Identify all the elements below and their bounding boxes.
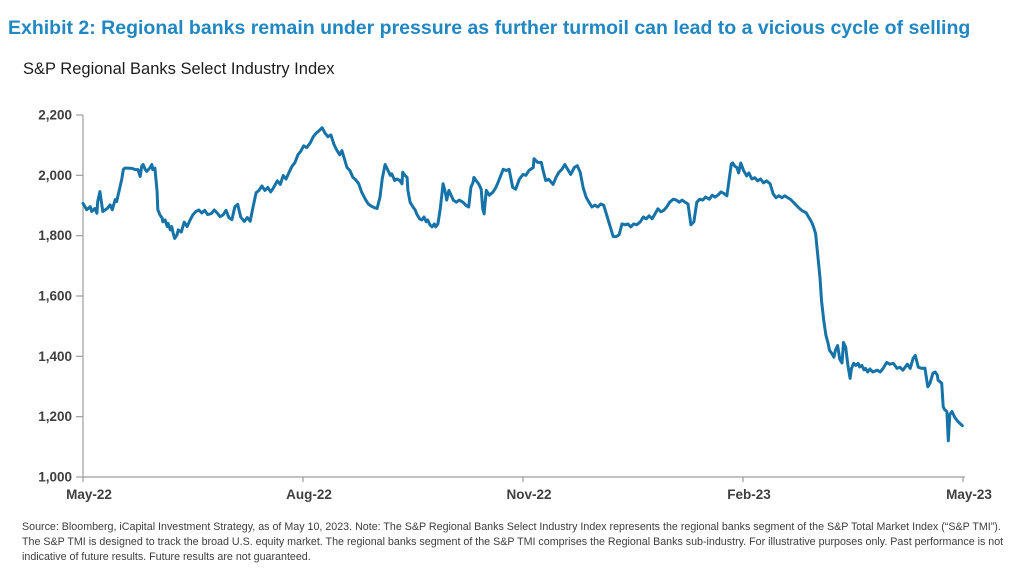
- source-footnote: Source: Bloomberg, iCapital Investment S…: [22, 521, 1004, 563]
- x-tick-label: May-22: [66, 487, 112, 502]
- exhibit-title: Exhibit 2: Regional banks remain under p…: [8, 17, 971, 39]
- x-tick-label: May-23: [946, 487, 992, 502]
- y-tick-label: 2,000: [38, 168, 72, 183]
- y-tick-label: 1,400: [38, 349, 72, 364]
- x-tick-label: Feb-23: [727, 487, 771, 502]
- chart-subtitle: S&P Regional Banks Select Industry Index: [23, 60, 335, 78]
- price-line: [81, 126, 964, 443]
- x-tick-label: Aug-22: [286, 487, 332, 502]
- y-tick-label: 1,600: [38, 289, 72, 304]
- y-tick-label: 1,200: [38, 409, 72, 424]
- y-tick-label: 2,200: [38, 108, 72, 123]
- x-tick-label: Nov-22: [506, 487, 551, 502]
- y-tick-label: 1,000: [38, 470, 72, 485]
- y-tick-label: 1,800: [38, 228, 72, 243]
